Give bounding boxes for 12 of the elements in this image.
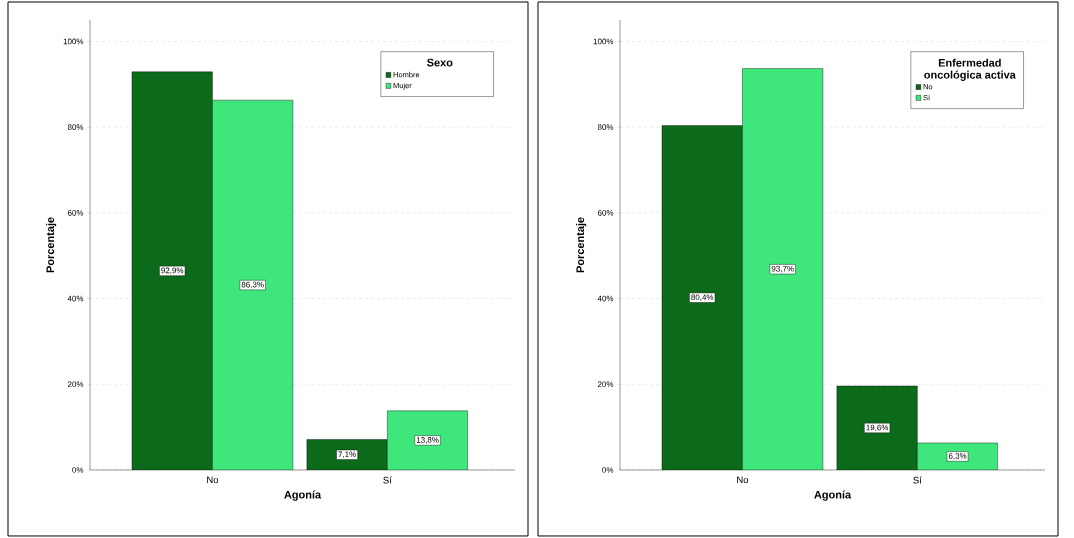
x-axis-title: Agonía	[284, 490, 322, 501]
legend-title: Enfermedad oncológica activa	[924, 58, 1016, 81]
bar	[212, 100, 293, 470]
x-tick-label: No	[207, 476, 219, 484]
bar	[387, 410, 468, 470]
x-tick-label: Sí	[913, 476, 922, 484]
legend-title: Sexo	[427, 58, 453, 67]
y-axis-title: Porcentaje	[46, 217, 57, 273]
x-tick-label: Sí	[383, 476, 392, 484]
x-tick-label: No	[737, 476, 749, 484]
x-axis-title: Agonía	[814, 490, 852, 501]
y-axis-title: Porcentaje	[576, 217, 587, 273]
